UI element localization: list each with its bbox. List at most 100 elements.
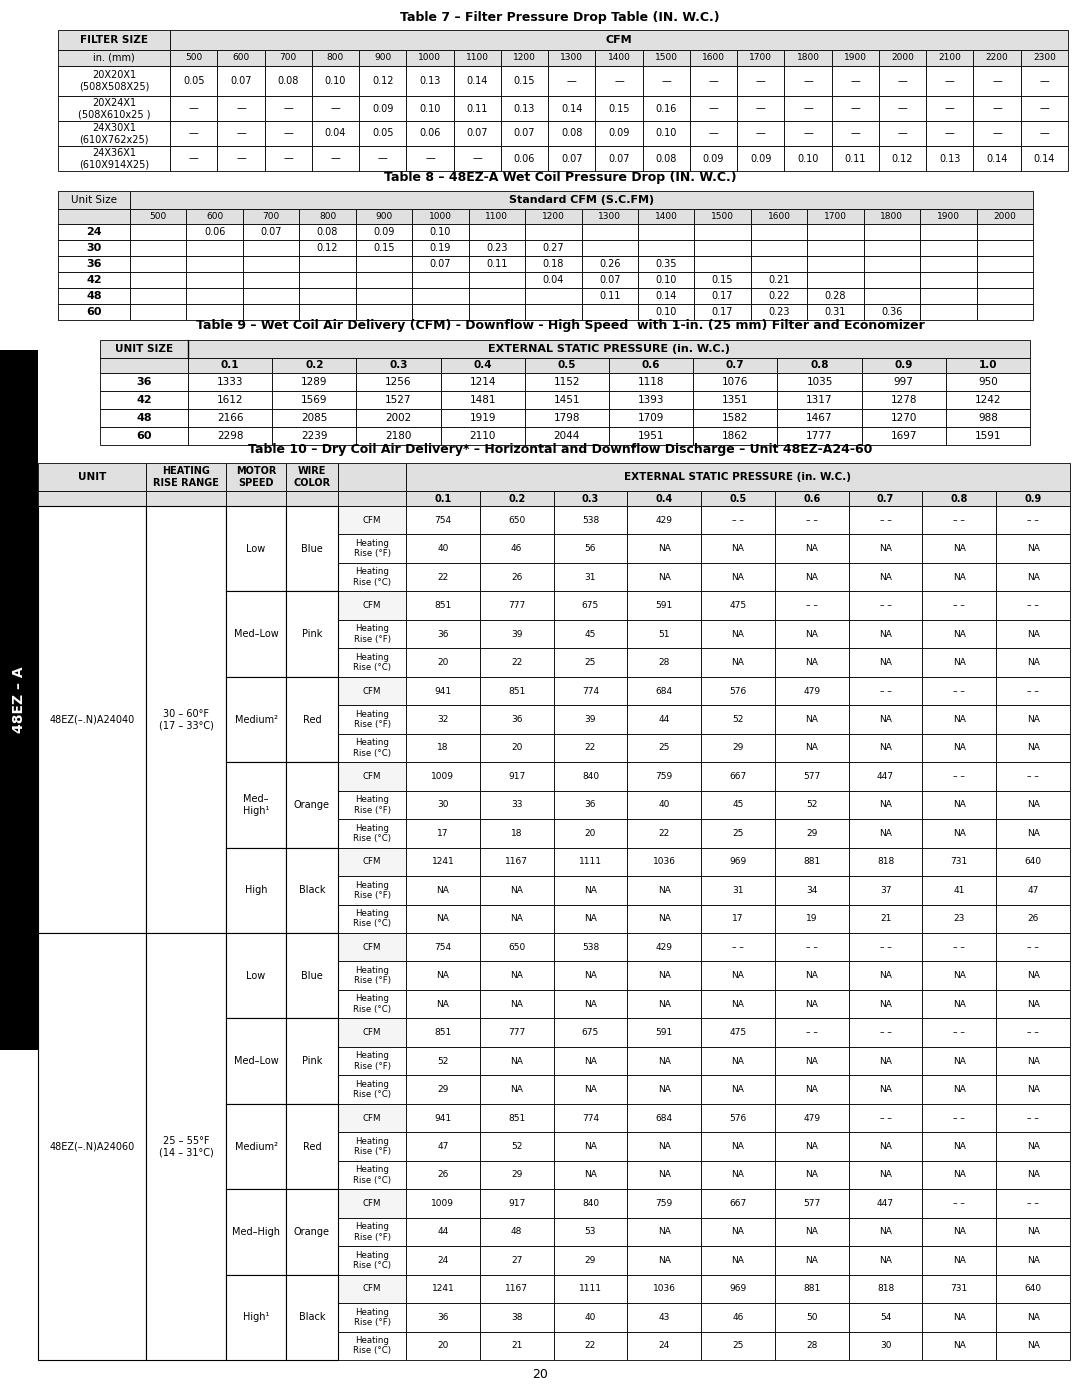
Bar bbox=[774, 763, 849, 791]
Bar bbox=[920, 210, 976, 224]
Text: 0.27: 0.27 bbox=[542, 243, 564, 253]
Text: NA: NA bbox=[879, 573, 892, 581]
Bar bbox=[243, 210, 299, 224]
Text: 0.09: 0.09 bbox=[374, 226, 394, 237]
Text: EXTERNAL STATIC PRESSURE (in. W.C.): EXTERNAL STATIC PRESSURE (in. W.C.) bbox=[488, 344, 730, 353]
Bar bbox=[694, 240, 751, 256]
Text: 1582: 1582 bbox=[723, 414, 748, 423]
Text: 1100: 1100 bbox=[485, 212, 509, 221]
Bar bbox=[996, 819, 1070, 848]
Bar bbox=[849, 591, 922, 620]
Bar bbox=[454, 122, 501, 147]
Text: 26: 26 bbox=[511, 573, 523, 581]
Text: 36: 36 bbox=[136, 377, 152, 387]
Bar bbox=[996, 904, 1070, 933]
Text: 1569: 1569 bbox=[301, 395, 327, 405]
Bar bbox=[406, 1246, 480, 1274]
Bar bbox=[738, 50, 784, 66]
Text: 25: 25 bbox=[584, 658, 596, 666]
Bar bbox=[922, 1161, 996, 1189]
Bar bbox=[454, 50, 501, 66]
Bar bbox=[406, 1218, 480, 1246]
Text: WIRE
COLOR: WIRE COLOR bbox=[294, 467, 330, 488]
Text: 1242: 1242 bbox=[974, 395, 1001, 405]
Bar bbox=[338, 676, 406, 705]
Text: NA: NA bbox=[658, 971, 671, 981]
Bar bbox=[627, 791, 701, 819]
Bar bbox=[338, 563, 406, 591]
Bar bbox=[581, 305, 638, 320]
Text: 667: 667 bbox=[729, 1199, 746, 1208]
Bar bbox=[480, 490, 554, 506]
Bar bbox=[627, 506, 701, 535]
Bar bbox=[849, 819, 922, 848]
Text: 0.21: 0.21 bbox=[768, 275, 789, 285]
Text: NA: NA bbox=[879, 971, 892, 981]
Bar bbox=[170, 147, 217, 170]
Text: 0.26: 0.26 bbox=[599, 258, 621, 270]
Text: 0.07: 0.07 bbox=[599, 275, 621, 285]
Text: Red: Red bbox=[302, 714, 322, 725]
Bar bbox=[501, 50, 549, 66]
Text: 47: 47 bbox=[1027, 886, 1039, 895]
Bar bbox=[973, 50, 1021, 66]
Text: 759: 759 bbox=[656, 1199, 673, 1208]
Bar bbox=[774, 961, 849, 990]
Text: 1300: 1300 bbox=[561, 53, 583, 63]
Bar bbox=[100, 391, 188, 409]
Bar bbox=[243, 256, 299, 272]
Bar bbox=[187, 288, 243, 305]
Text: Medium²: Medium² bbox=[234, 1141, 278, 1151]
Text: NA: NA bbox=[806, 1085, 819, 1094]
Text: NA: NA bbox=[658, 545, 671, 553]
Text: 818: 818 bbox=[877, 858, 894, 866]
Text: 0.08: 0.08 bbox=[278, 75, 299, 87]
Text: NA: NA bbox=[731, 1085, 744, 1094]
Bar bbox=[976, 224, 1032, 240]
Bar bbox=[338, 791, 406, 819]
Text: – –: – – bbox=[1027, 1113, 1039, 1123]
Bar bbox=[701, 591, 774, 620]
Bar bbox=[554, 591, 627, 620]
Text: 0.17: 0.17 bbox=[712, 307, 733, 317]
Bar bbox=[922, 563, 996, 591]
Text: 39: 39 bbox=[584, 715, 596, 724]
Bar bbox=[130, 305, 187, 320]
Bar bbox=[701, 819, 774, 848]
Text: NA: NA bbox=[806, 1056, 819, 1066]
Bar bbox=[338, 648, 406, 676]
Bar bbox=[286, 1189, 338, 1274]
Bar bbox=[849, 676, 922, 705]
Text: 0.13: 0.13 bbox=[940, 154, 960, 163]
Text: 675: 675 bbox=[582, 1028, 599, 1037]
Text: NA: NA bbox=[510, 971, 523, 981]
Bar bbox=[879, 147, 927, 170]
Bar bbox=[406, 563, 480, 591]
Bar bbox=[922, 733, 996, 763]
Bar bbox=[406, 1189, 480, 1218]
Bar bbox=[265, 147, 312, 170]
Bar bbox=[355, 224, 413, 240]
Text: —: — bbox=[897, 129, 907, 138]
Bar bbox=[480, 1104, 554, 1132]
Bar bbox=[480, 506, 554, 535]
Text: 60: 60 bbox=[136, 432, 152, 441]
Bar bbox=[927, 66, 973, 96]
Bar bbox=[338, 1218, 406, 1246]
Text: Blue: Blue bbox=[301, 971, 323, 981]
Text: 23: 23 bbox=[954, 914, 966, 923]
Text: NA: NA bbox=[731, 630, 744, 638]
Bar bbox=[627, 563, 701, 591]
Text: 1500: 1500 bbox=[711, 212, 734, 221]
Bar bbox=[701, 961, 774, 990]
Text: 20: 20 bbox=[532, 1369, 548, 1382]
Text: 0.2: 0.2 bbox=[305, 360, 324, 370]
Bar bbox=[609, 391, 693, 409]
Text: NA: NA bbox=[1027, 545, 1040, 553]
Text: NA: NA bbox=[879, 1228, 892, 1236]
Text: 0.7: 0.7 bbox=[726, 360, 744, 370]
Text: NA: NA bbox=[1027, 1256, 1040, 1264]
Text: 0.12: 0.12 bbox=[892, 154, 914, 163]
Bar bbox=[996, 506, 1070, 535]
Bar bbox=[188, 391, 272, 409]
